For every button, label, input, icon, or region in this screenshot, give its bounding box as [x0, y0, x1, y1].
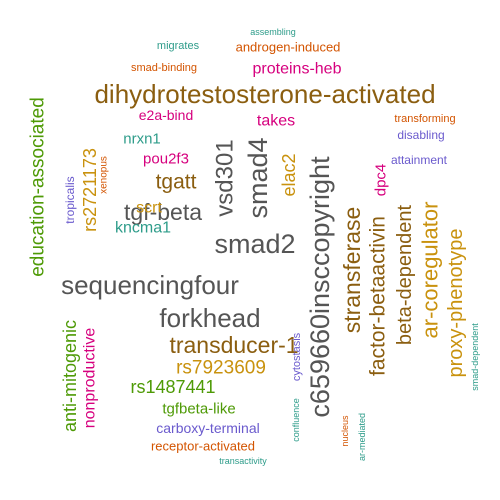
word-sequencingfour: sequencingfour [61, 270, 239, 300]
word-rs2721173: rs2721173 [80, 148, 100, 232]
word-elac2: elac2 [279, 153, 299, 196]
word-nucleus: nucleus [340, 415, 350, 447]
word-ar-mediated: ar-mediated [357, 413, 367, 461]
word-takes: takes [257, 113, 295, 130]
word-disabling: disabling [397, 128, 444, 142]
word-carboxy-terminal: carboxy-terminal [156, 420, 259, 436]
word-nrxn1: nrxn1 [123, 131, 161, 148]
word-vsd301: vsd301 [212, 139, 239, 216]
word-forkhead: forkhead [159, 303, 260, 333]
word-smad-dependent: smad-dependent [470, 323, 480, 391]
word-tgatt: tgatt [156, 171, 197, 194]
word-smad-binding: smad-binding [131, 62, 197, 74]
word-androgen-induced: androgen-induced [236, 40, 341, 55]
word-proteins-heb: proteins-heb [253, 61, 342, 78]
word-e2a-bind: e2a-bind [139, 107, 194, 123]
word-nonproductive: nonproductive [82, 328, 99, 429]
word-migrates: migrates [157, 40, 200, 52]
word-smad4: smad4 [243, 137, 273, 218]
word-pou2f3: pou2f3 [143, 151, 189, 168]
word-anti-mitogenic: anti-mitogenic [60, 320, 80, 432]
word-tropicalis: tropicalis [63, 176, 77, 223]
word-education-associated: education-associated [28, 97, 49, 277]
word-c659660insccopyright: c659660insccopyright [305, 156, 335, 418]
word-beta-dependent: beta-dependent [394, 205, 416, 346]
word-factor-betaactivin: factor-betaactivin [367, 216, 390, 376]
word-transactivity: transactivity [219, 456, 267, 466]
word-attainment: attainment [391, 153, 448, 167]
word-tgfbeta-like: tgfbeta-like [162, 401, 235, 418]
word-kncma1: kncma1 [115, 220, 171, 237]
word-stransferase: stransferase [339, 207, 365, 334]
word-receptor-activated: receptor-activated [151, 439, 255, 454]
word-dpc4: dpc4 [373, 164, 390, 197]
word-scrt: scrt [136, 200, 162, 217]
word-rs7923609: rs7923609 [176, 358, 266, 379]
word-proxy-phenotype: proxy-phenotype [445, 229, 467, 378]
word-xenopus: xenopus [99, 156, 110, 194]
word-dihydrotestosterone-activated: dihydrotestosterone-activated [94, 79, 435, 109]
word-transforming: transforming [394, 113, 455, 125]
word-assembling: assembling [250, 27, 296, 37]
word-rs1487441: rs1487441 [130, 377, 215, 397]
word-confluence: confluence [291, 398, 301, 442]
word-smad2: smad2 [214, 229, 295, 259]
word-transducer-1: transducer-1 [169, 332, 298, 358]
word-cytostasis: cytostasis [291, 332, 303, 381]
word-ar-coregulator: ar-coregulator [418, 202, 443, 339]
